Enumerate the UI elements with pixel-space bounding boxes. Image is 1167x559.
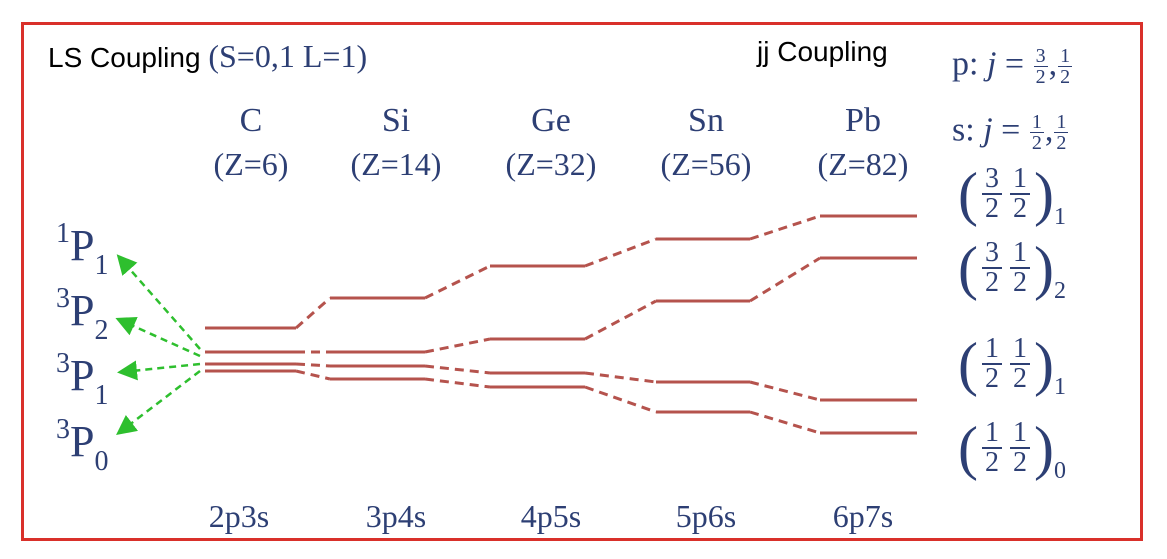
element-symbol: Pb <box>845 102 881 139</box>
element-z: (Z=14) <box>350 146 442 182</box>
electron-config: 2p3s <box>208 498 270 534</box>
arrow-to-3p0 <box>116 370 201 436</box>
jj-state: (1 2 1 2)0 <box>958 415 1066 484</box>
levels <box>205 214 917 435</box>
arrow-to-1p1 <box>116 254 201 350</box>
electron-config: 6p7s <box>832 498 894 534</box>
ls-term-3p1: 3P1 <box>56 348 109 411</box>
electron-config: 5p6s <box>675 498 737 534</box>
jj-coupling-title: jj Coupling <box>757 36 888 67</box>
arrow-to-3p2 <box>115 317 201 358</box>
element-z: (Z=56) <box>660 146 752 182</box>
jj-state: (3 2 1 2)2 <box>958 235 1066 304</box>
arrow-to-3p1 <box>117 360 201 381</box>
level-connectors <box>295 214 821 435</box>
element-z: (Z=6) <box>213 146 289 182</box>
element-symbol: Sn <box>688 102 724 139</box>
ls-coupling-title: LS Coupling (S=0,1 L=1) <box>48 40 367 72</box>
ls-arrows <box>115 254 201 436</box>
element-z: (Z=32) <box>505 146 597 182</box>
ls-coupling-label: LS Coupling <box>48 42 201 73</box>
element-symbol: Si <box>381 102 411 139</box>
ls-term-3p2: 3P2 <box>56 283 109 346</box>
electron-config: 4p5s <box>520 498 582 534</box>
ls-term-1p1: 1P1 <box>56 218 109 281</box>
diagram-frame <box>21 22 1143 541</box>
ls-term-3p0: 3P0 <box>56 414 109 477</box>
element-z: (Z=82) <box>817 146 909 182</box>
jj-state: (3 2 1 2)1 <box>958 161 1066 230</box>
ls-coupling-params: (S=0,1 L=1) <box>208 38 368 74</box>
element-symbol: C <box>239 102 263 139</box>
jj-state: (1 2 1 2)1 <box>958 331 1066 400</box>
electron-config: 3p4s <box>365 498 427 534</box>
element-symbol: Ge <box>531 102 571 139</box>
